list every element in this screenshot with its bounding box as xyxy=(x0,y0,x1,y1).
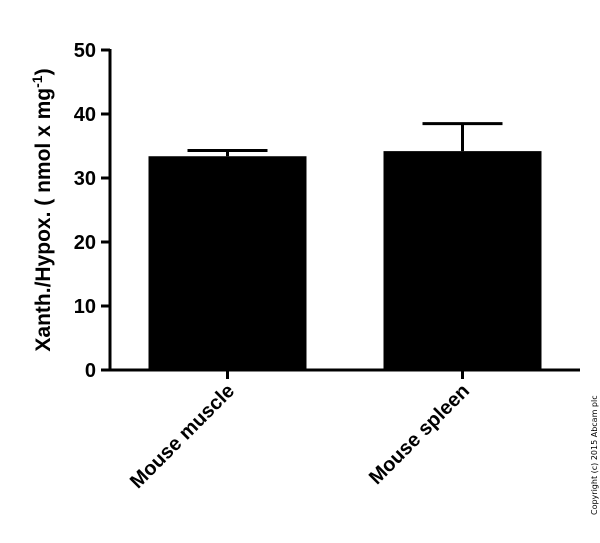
y-tick-label: 20 xyxy=(74,232,96,254)
x-axis xyxy=(108,368,580,379)
x-category-label: Mouse muscle xyxy=(126,380,239,493)
y-tick-label: 10 xyxy=(74,296,96,318)
bar xyxy=(383,151,542,370)
y-tick-label: 30 xyxy=(74,168,96,190)
y-tick-label: 50 xyxy=(74,40,96,62)
y-axis-label: Xanth./Hypox. ( nmol x mg-1) xyxy=(29,68,55,351)
y-axis: 0 10 20 30 40 50 xyxy=(74,40,112,382)
bars xyxy=(148,151,542,370)
bar xyxy=(148,156,307,370)
y-tick-label: 40 xyxy=(74,104,96,126)
error-bars xyxy=(187,122,503,157)
x-category-label: Mouse spleen xyxy=(365,380,474,489)
category-labels: Mouse muscle Mouse spleen xyxy=(126,380,474,493)
y-tick-label: 0 xyxy=(85,360,96,382)
copyright-notice: Copyright (c) 2015 Abcam plc xyxy=(590,395,599,515)
